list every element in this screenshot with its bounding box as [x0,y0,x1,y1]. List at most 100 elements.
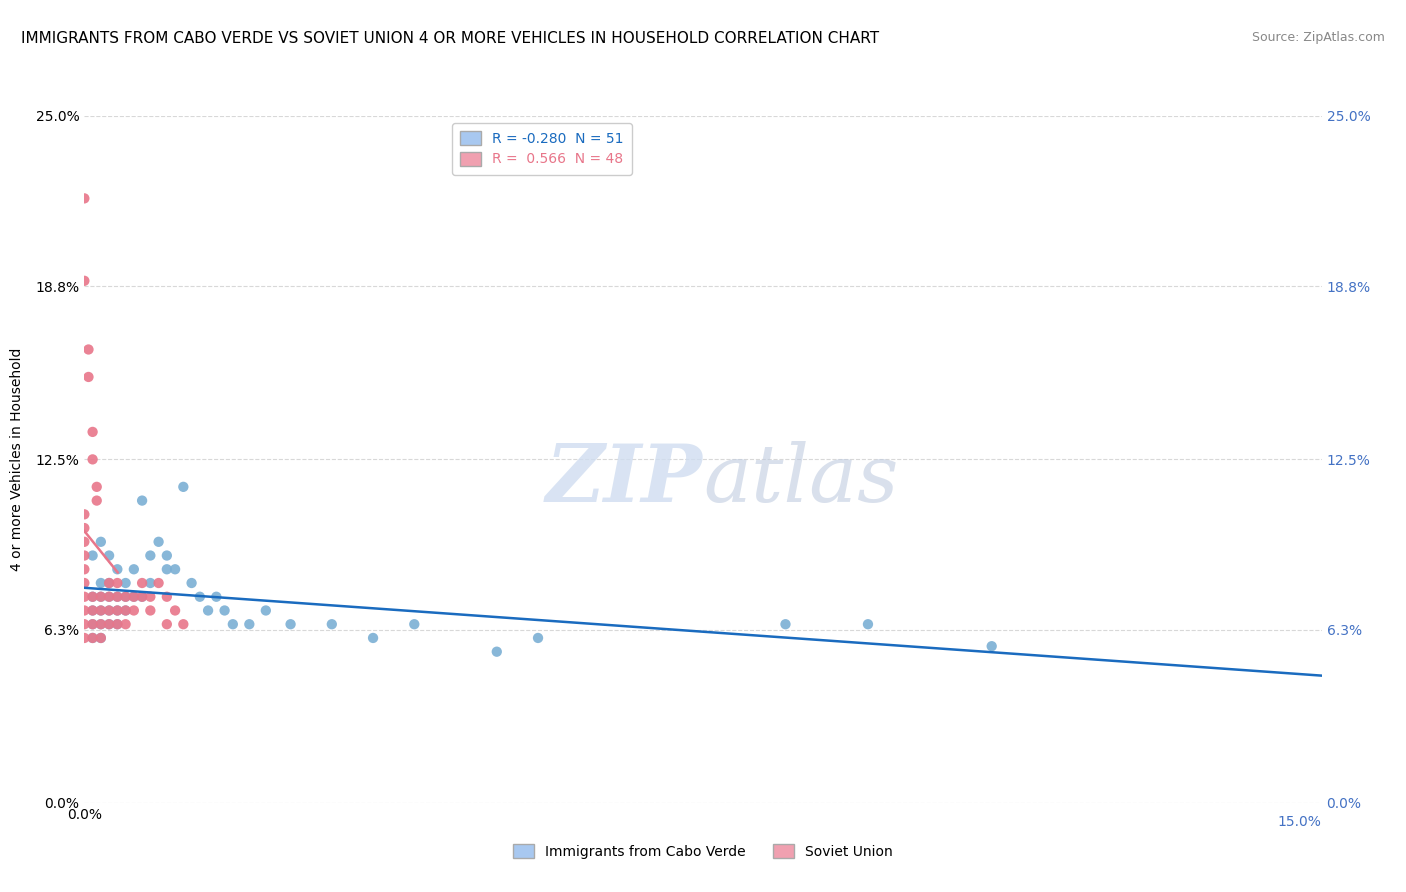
Point [77,343,100,357]
Point [172,617,194,632]
Point [165,562,187,576]
Point [139,576,162,591]
Point [172,480,194,494]
Point [82,603,104,617]
Point [73,576,96,591]
Point [82,452,104,467]
Point [98,549,121,563]
Point [148,534,170,549]
Point [86,480,108,494]
Point [105,576,128,591]
Point [139,590,162,604]
Point [98,617,121,632]
Point [82,425,104,439]
Point [86,493,108,508]
Text: Source: ZipAtlas.com: Source: ZipAtlas.com [1251,31,1385,45]
Point [156,617,179,632]
Text: IMMIGRANTS FROM CABO VERDE VS SOVIET UNION 4 OR MORE VEHICLES IN HOUSEHOLD CORRE: IMMIGRANTS FROM CABO VERDE VS SOVIET UNI… [21,31,879,46]
Point [105,603,128,617]
Point [90,603,112,617]
Point [73,617,96,632]
Point [980,639,1002,653]
Point [90,590,112,604]
Point [98,576,121,591]
Point [73,534,96,549]
Point [156,562,179,576]
Point [77,370,100,384]
Point [214,603,236,617]
Point [98,617,121,632]
Point [188,590,211,604]
Point [321,617,343,632]
Point [82,631,104,645]
Point [98,590,121,604]
Point [114,603,136,617]
Point [197,603,219,617]
Point [73,508,96,522]
Point [82,631,104,645]
Point [222,617,245,632]
Point [90,603,112,617]
Point [73,590,96,604]
Point [361,631,384,645]
Point [90,576,112,591]
Point [98,576,121,591]
Point [105,590,128,604]
Point [98,590,121,604]
Point [90,590,112,604]
Point [73,603,96,617]
Point [131,576,153,591]
Point [105,603,128,617]
Point [156,590,179,604]
Point [82,590,104,604]
Point [165,603,187,617]
Point [180,576,202,591]
Point [122,562,145,576]
Point [114,590,136,604]
Point [98,603,121,617]
Point [122,590,145,604]
Point [90,534,112,549]
Point [527,631,550,645]
Point [114,617,136,632]
Point [82,603,104,617]
Point [73,562,96,576]
Point [122,603,145,617]
Point [114,590,136,604]
Point [105,562,128,576]
Point [105,617,128,632]
Point [775,617,797,632]
Point [114,603,136,617]
Point [238,617,260,632]
Point [90,631,112,645]
Point [73,631,96,645]
Point [148,576,170,591]
Point [156,549,179,563]
Point [131,590,153,604]
Point [122,590,145,604]
Point [73,521,96,535]
Point [114,576,136,591]
Point [73,191,96,205]
Point [82,549,104,563]
Point [139,603,162,617]
Point [82,590,104,604]
Point [404,617,426,632]
Point [485,645,508,659]
Point [73,274,96,288]
Point [82,617,104,632]
Text: 15.0%: 15.0% [1278,815,1322,830]
Point [280,617,302,632]
Text: atlas: atlas [703,442,898,519]
Point [90,631,112,645]
Point [205,590,228,604]
Text: ZIP: ZIP [546,442,703,519]
Point [90,617,112,632]
Point [82,617,104,632]
Point [856,617,879,632]
Point [254,603,277,617]
Point [139,549,162,563]
Point [73,549,96,563]
Legend: Immigrants from Cabo Verde, Soviet Union: Immigrants from Cabo Verde, Soviet Union [508,838,898,864]
Point [131,590,153,604]
